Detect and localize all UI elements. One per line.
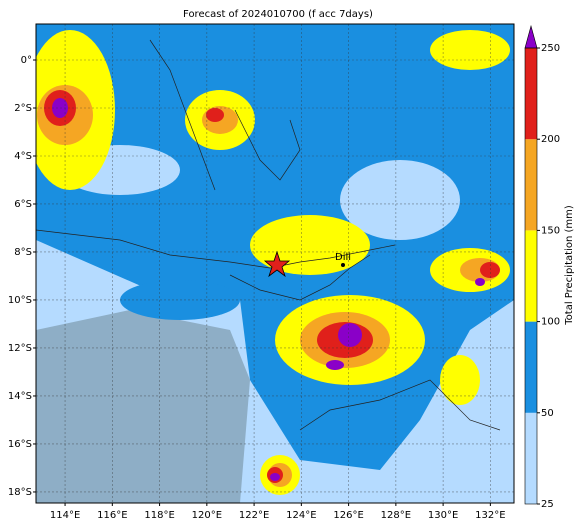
lat-tick-label: 0° [21,55,32,66]
colorbar-band [525,139,537,231]
lon-tick-label: 120°E [192,510,222,521]
lon-tick-label: 124°E [286,510,316,521]
lat-tick-label: 6°S [14,199,32,210]
lon-tick-label: 116°E [97,510,127,521]
lon-tick-label: 130°E [428,510,458,521]
lat-tick-label: 14°S [8,391,32,402]
map-frame [35,23,515,504]
lon-tick-label: 118°E [144,510,174,521]
lon-tick-label: 114°E [50,510,80,521]
colorbar-tick-label: 250 [541,43,560,54]
lat-tick-label: 2°S [14,103,32,114]
lat-tick-label: 18°S [8,487,32,498]
colorbar: 25 50 100 150 200 250 [524,24,560,510]
lat-tick-label: 8°S [14,247,32,258]
colorbar-band [525,230,537,322]
lon-tick-label: 122°E [239,510,269,521]
colorbar-extend [524,24,538,49]
colorbar-tick-label: 200 [541,134,560,145]
lon-tick-label: 126°E [333,510,363,521]
place-dot [341,263,345,267]
colorbar-tick-label: 150 [541,225,560,236]
colorbar-band [525,48,537,140]
colorbar-band [525,412,537,504]
colorbar-tick-label: 50 [541,408,554,419]
lon-tick-label: 132°E [475,510,505,521]
colorbar-frame [524,47,538,505]
colorbar-tick-label: 100 [541,317,560,328]
lat-tick-label: 4°S [14,151,32,162]
map-title: Forecast of 2024010700 (f acc 7days) [183,9,373,20]
lon-tick-label: 128°E [381,510,411,521]
lat-tick-label: 16°S [8,439,32,450]
colorbar-tick-label: 25 [541,499,554,510]
precipitation-field [36,24,514,503]
colorbar-label: Total Precipitation (mm) [564,205,575,326]
event-star [263,250,291,278]
colorbar-band [525,321,537,413]
lat-tick-label: 10°S [8,295,32,306]
place-label: Dili [335,252,351,263]
lat-tick-label: 12°S [8,343,32,354]
